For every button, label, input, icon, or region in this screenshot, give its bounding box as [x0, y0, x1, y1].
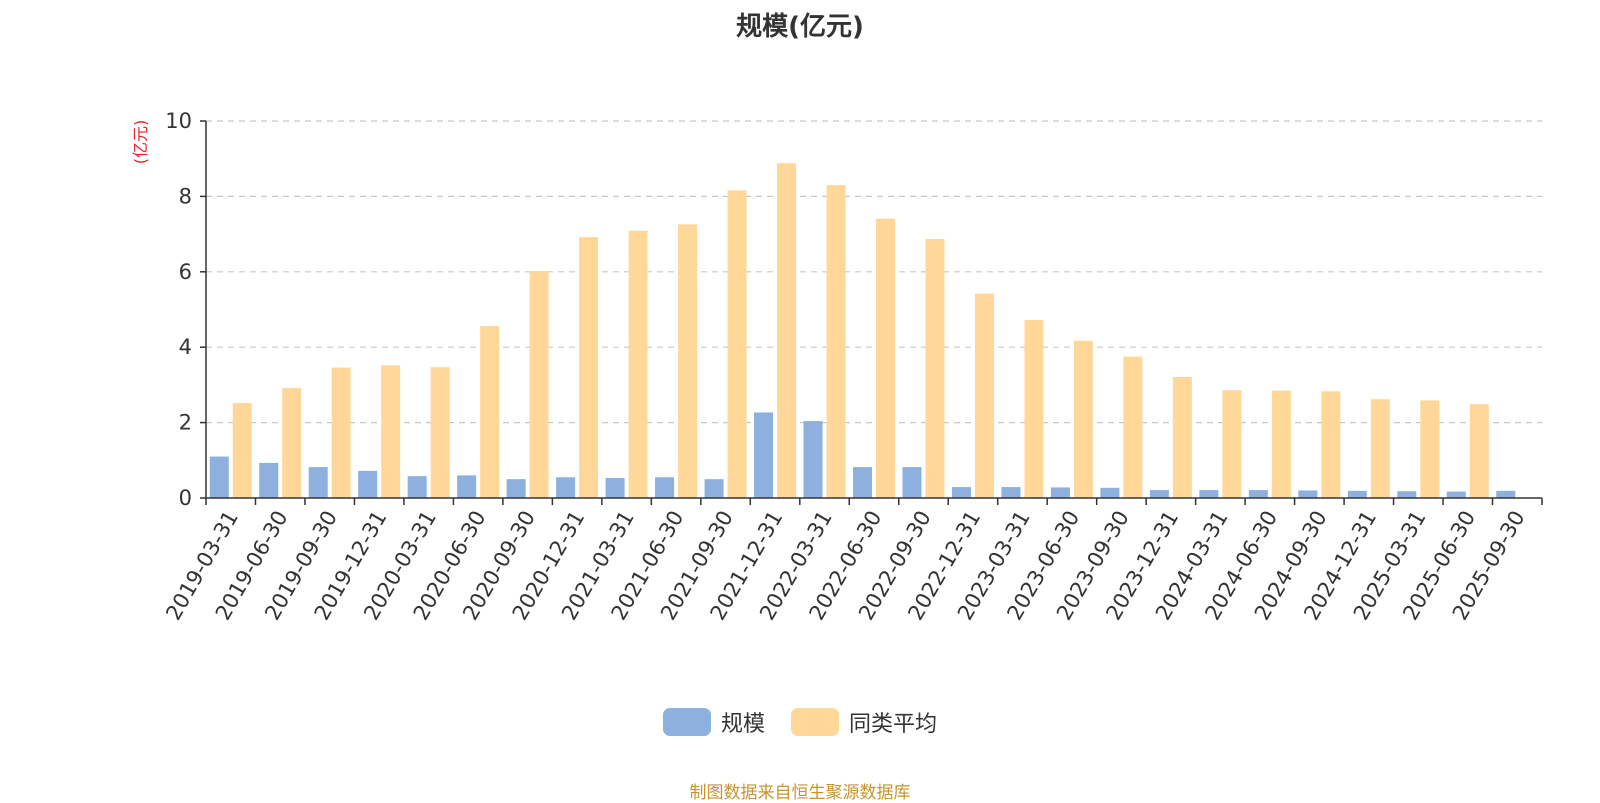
bar-scale[interactable] — [803, 421, 823, 498]
bar-scale[interactable] — [754, 412, 774, 498]
bar-scale[interactable] — [1496, 490, 1516, 498]
y-tick-label: 0 — [179, 486, 192, 510]
bar-peer-average[interactable] — [282, 387, 302, 498]
bar-scale[interactable] — [1149, 490, 1169, 498]
source-note: 制图数据来自恒生聚源数据库 — [689, 783, 911, 803]
bar-scale[interactable] — [556, 477, 576, 498]
bars — [209, 163, 1516, 499]
bar-scale[interactable] — [209, 456, 229, 498]
chart-title: 规模(亿元) — [736, 12, 864, 42]
bar-peer-average[interactable] — [331, 367, 351, 498]
bar-peer-average[interactable] — [727, 190, 747, 499]
bar-peer-average[interactable] — [826, 185, 846, 498]
bar-peer-average[interactable] — [628, 230, 648, 498]
bar-peer-average[interactable] — [430, 367, 450, 498]
bar-peer-average[interactable] — [381, 365, 401, 498]
y-tick-label: 10 — [165, 109, 192, 133]
bar-peer-average[interactable] — [1172, 376, 1192, 498]
grid-lines — [206, 120, 1542, 424]
bar-peer-average[interactable] — [1469, 404, 1489, 498]
bar-peer-average[interactable] — [480, 326, 500, 498]
legend-swatch-peer-average — [791, 708, 839, 736]
legend: 规模 同类平均 — [0, 706, 1600, 738]
bar-scale[interactable] — [1199, 490, 1219, 498]
bar-scale[interactable] — [1100, 487, 1120, 498]
bar-scale[interactable] — [1298, 490, 1318, 498]
legend-swatch-scale — [662, 708, 711, 736]
bar-scale[interactable] — [902, 467, 922, 498]
bar-scale[interactable] — [1001, 487, 1021, 498]
bar-peer-average[interactable] — [1024, 320, 1044, 498]
bar-scale[interactable] — [1050, 487, 1070, 498]
axes: 02468102019-03-312019-06-302019-09-30201… — [161, 109, 1543, 624]
bar-peer-average[interactable] — [1321, 391, 1341, 498]
bar-scale[interactable] — [506, 479, 526, 498]
bar-scale[interactable] — [259, 462, 279, 498]
bar-scale[interactable] — [704, 479, 724, 498]
bar-peer-average[interactable] — [232, 402, 252, 498]
bar-scale[interactable] — [1446, 491, 1466, 498]
bar-scale[interactable] — [358, 470, 378, 498]
bar-scale[interactable] — [1397, 491, 1417, 498]
y-tick-label: 8 — [179, 184, 192, 208]
bar-peer-average[interactable] — [1370, 399, 1390, 498]
bar-peer-average[interactable] — [974, 293, 994, 498]
bar-peer-average[interactable] — [579, 237, 599, 498]
legend-label-peer-average: 同类平均 — [849, 712, 938, 737]
y-tick-label: 6 — [179, 260, 192, 284]
bar-peer-average[interactable] — [876, 218, 895, 498]
bar-scale[interactable] — [457, 475, 477, 498]
bar-peer-average[interactable] — [1271, 390, 1291, 498]
legend-item-peer-average[interactable]: 同类平均 — [791, 706, 937, 738]
bar-peer-average[interactable] — [1123, 356, 1143, 498]
bar-scale[interactable] — [605, 478, 625, 498]
bar-peer-average[interactable] — [1073, 340, 1093, 498]
bar-scale[interactable] — [308, 467, 328, 498]
bar-peer-average[interactable] — [678, 224, 698, 498]
bar-peer-average[interactable] — [777, 163, 797, 498]
y-axis-unit-label: (亿元) — [131, 120, 150, 165]
bar-scale[interactable] — [407, 476, 427, 498]
y-tick-label: 4 — [179, 335, 192, 359]
bar-peer-average[interactable] — [529, 271, 549, 498]
bar-peer-average[interactable] — [1420, 400, 1440, 498]
y-tick-label: 2 — [179, 411, 192, 435]
bar-peer-average[interactable] — [1222, 390, 1242, 498]
bar-scale[interactable] — [655, 477, 675, 498]
bar-scale[interactable] — [951, 487, 971, 498]
bar-chart: 02468102019-03-312019-06-302019-09-30201… — [131, 109, 1543, 624]
bar-peer-average[interactable] — [925, 239, 945, 498]
legend-item-scale[interactable]: 规模 — [662, 706, 765, 738]
bar-scale[interactable] — [1347, 490, 1367, 498]
bar-scale[interactable] — [853, 467, 872, 498]
bar-scale[interactable] — [1248, 490, 1268, 498]
legend-label-scale: 规模 — [720, 712, 765, 737]
